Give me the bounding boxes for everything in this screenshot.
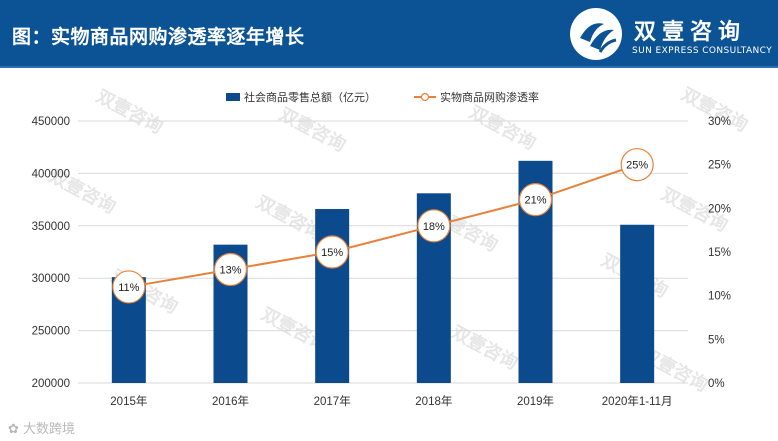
watermark-text: 双壹咨询 xyxy=(678,83,752,136)
data-point-marker xyxy=(112,270,146,304)
watermark-text: 双壹咨询 xyxy=(448,321,522,374)
logo-english-name: SUN EXPRESS CONSULTANCY xyxy=(632,46,773,56)
penetration-line xyxy=(128,163,638,288)
left-axis-tick: 200000 xyxy=(32,378,70,390)
data-label: 11% xyxy=(118,282,139,294)
data-label: 13% xyxy=(219,264,241,276)
x-axis-tick: 2016年 xyxy=(212,394,249,408)
x-axis-tick: 2019年 xyxy=(517,394,554,408)
data-label: 25% xyxy=(626,160,648,172)
logo-icon xyxy=(570,8,622,60)
legend-bar-label: 社会商品零售总额（亿元） xyxy=(244,90,376,104)
x-axis-tick: 2018年 xyxy=(415,394,452,408)
source-watermark-text: 大数跨境 xyxy=(23,422,76,437)
right-axis-tick: 25% xyxy=(708,160,731,172)
legend-bar-swatch xyxy=(226,93,240,101)
watermark-text: 双壹咨询 xyxy=(93,85,167,138)
left-axis-tick: 250000 xyxy=(32,326,70,338)
right-axis-tick: 10% xyxy=(708,291,731,303)
legend-line-marker xyxy=(420,92,430,102)
watermark-text: 双壹咨询 xyxy=(466,101,540,154)
x-axis-tick: 2015年 xyxy=(110,394,147,408)
right-axis-tick: 20% xyxy=(708,203,731,215)
left-axis-tick: 350000 xyxy=(32,221,70,233)
logo-chinese-name: 双壹咨询 xyxy=(634,20,747,45)
right-axis-tick: 15% xyxy=(708,247,731,259)
right-axis-tick: 30% xyxy=(708,116,731,128)
data-label: 15% xyxy=(321,247,343,259)
data-label: 21% xyxy=(524,195,546,207)
data-point-marker xyxy=(620,148,654,182)
left-axis-tick: 400000 xyxy=(32,168,70,180)
watermark-text: 双壹咨询 xyxy=(276,103,350,156)
legend-line-label: 实物商品网购渗透率 xyxy=(440,90,539,104)
right-axis-tick: 0% xyxy=(708,378,725,390)
data-point-marker xyxy=(417,209,451,243)
header-bar: 图：实物商品网购渗透率逐年增长 双壹咨询 SUN EXPRESS CONSULT… xyxy=(0,0,778,66)
source-watermark: ✿ 大数跨境 xyxy=(8,422,76,437)
data-point-marker xyxy=(315,235,349,269)
data-point-marker xyxy=(518,183,553,217)
x-axis-tick: 2017年 xyxy=(314,394,351,408)
left-axis-tick: 300000 xyxy=(32,273,70,285)
bar xyxy=(620,224,655,383)
page-title: 图：实物商品网购渗透率逐年增长 xyxy=(12,26,305,48)
data-point-marker xyxy=(213,252,248,287)
data-label: 18% xyxy=(423,221,445,233)
right-axis-tick: 5% xyxy=(708,334,725,346)
bar xyxy=(315,209,350,383)
header-divider xyxy=(0,66,778,68)
left-axis-tick: 450000 xyxy=(32,116,70,128)
x-axis-tick: 2020年1-11月 xyxy=(602,394,673,408)
